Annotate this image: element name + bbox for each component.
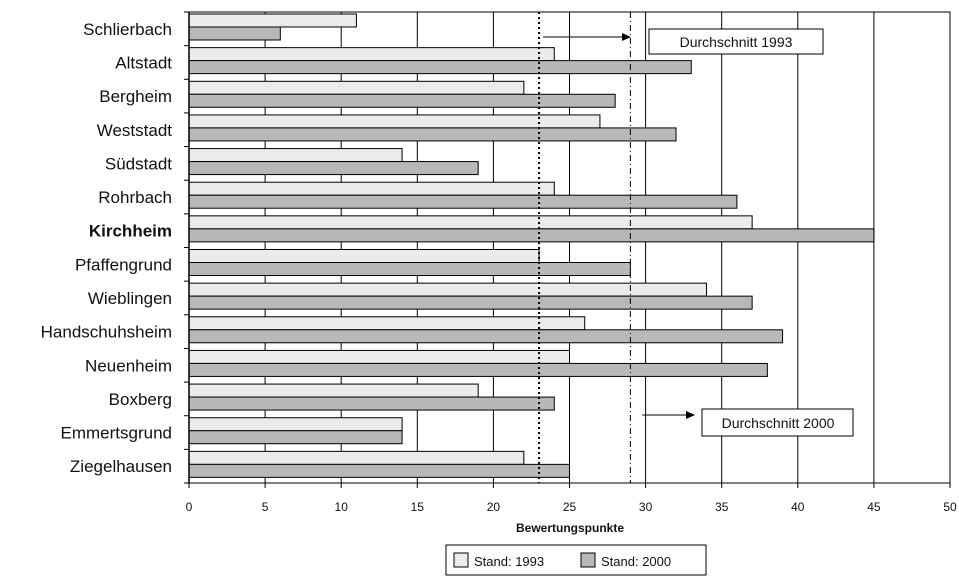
bar-2000 <box>188 161 479 176</box>
legend-label: Stand: 1993 <box>474 554 544 569</box>
bar-1993 <box>188 282 707 297</box>
x-tick-label: 20 <box>487 500 501 514</box>
bar-1993 <box>188 349 570 364</box>
category-label: Neuenheim <box>85 356 172 375</box>
bar-2000 <box>188 60 692 75</box>
bar-1993 <box>188 148 403 163</box>
category-label: Emmertsgrund <box>61 424 172 443</box>
x-tick-label: 10 <box>335 500 349 514</box>
bar-1993 <box>188 114 601 129</box>
legend <box>445 544 707 576</box>
bar-1993 <box>188 417 403 432</box>
bar-2000 <box>188 295 753 310</box>
average-1993-annotation: Durchschnitt 1993 <box>680 34 793 50</box>
category-label: Ziegelhausen <box>70 457 172 476</box>
x-tick-label: 50 <box>943 500 957 514</box>
legend-swatch-1993 <box>453 552 469 568</box>
category-label: Weststadt <box>97 121 173 140</box>
category-label: Wieblingen <box>88 289 172 308</box>
bar-1993 <box>188 316 586 331</box>
x-tick-label: 5 <box>262 500 269 514</box>
bar-1993 <box>188 249 540 263</box>
bar-1993 <box>188 13 357 28</box>
bar-2000 <box>188 228 875 243</box>
bar-2000 <box>188 362 768 377</box>
average-2000-annotation-box <box>701 408 854 437</box>
bar-2000 <box>188 26 281 41</box>
bar-1993 <box>188 215 753 230</box>
category-label: Südstadt <box>105 154 172 173</box>
bar-2000 <box>188 430 403 445</box>
bar-2000 <box>188 194 738 209</box>
bar-2000 <box>188 262 631 276</box>
bar-2000 <box>188 463 570 478</box>
average-2000-annotation: Durchschnitt 2000 <box>722 415 835 431</box>
category-label: Schlierbach <box>83 20 172 39</box>
bar-2000 <box>188 127 677 142</box>
bar-1993 <box>188 47 555 62</box>
bar-2000 <box>188 396 555 411</box>
bar-2000 <box>188 329 784 344</box>
x-tick-label: 30 <box>639 500 653 514</box>
category-label: Rohrbach <box>98 188 172 207</box>
category-label: Boxberg <box>109 390 172 409</box>
x-tick-label: 45 <box>867 500 881 514</box>
x-tick-label: 15 <box>411 500 425 514</box>
bar-1993 <box>188 80 525 95</box>
average-1993-annotation-box <box>648 28 824 55</box>
legend-swatch-2000 <box>580 552 596 568</box>
x-tick-label: 40 <box>791 500 805 514</box>
bar-1993 <box>188 181 555 196</box>
x-tick-label: 0 <box>186 500 193 514</box>
category-label: Altstadt <box>115 53 172 72</box>
x-axis-title: Bewertungspunkte <box>516 521 624 535</box>
bar-1993 <box>188 383 479 398</box>
category-label: Handschuhsheim <box>41 323 172 342</box>
category-label: Kirchheim <box>89 222 172 241</box>
bar-1993 <box>188 450 525 465</box>
x-tick-label: 25 <box>563 500 577 514</box>
legend-label: Stand: 2000 <box>601 554 671 569</box>
bar-2000 <box>188 93 616 108</box>
category-label: Bergheim <box>99 87 172 106</box>
x-tick-label: 35 <box>715 500 729 514</box>
category-label: Pfaffengrund <box>75 255 172 274</box>
